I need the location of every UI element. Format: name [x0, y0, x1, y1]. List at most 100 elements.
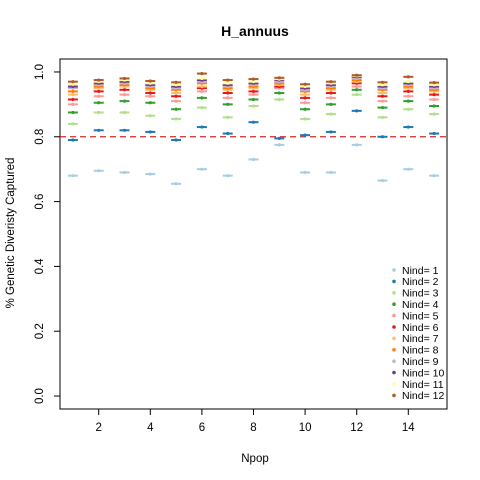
- y-tick-label: 0.8: [34, 129, 46, 145]
- data-point-dot: [329, 170, 333, 175]
- data-point-dot: [97, 110, 101, 115]
- data-point-dot: [122, 93, 127, 97]
- data-point-dot: [406, 99, 410, 103]
- data-point-dot: [251, 97, 256, 102]
- data-point-dot: [277, 91, 281, 95]
- data-point-dot: [71, 80, 75, 84]
- data-point-dot: [148, 94, 152, 98]
- data-point-dot: [122, 128, 127, 132]
- data-point-dot: [148, 91, 152, 95]
- data-point-dot: [174, 91, 178, 95]
- data-point-dot: [380, 115, 385, 119]
- data-point-dot: [226, 131, 230, 136]
- data-point-dot: [174, 80, 178, 84]
- data-point-dot: [251, 77, 256, 81]
- legend-marker: [392, 325, 396, 329]
- data-point-dot: [71, 93, 75, 97]
- data-point-dot: [226, 174, 230, 178]
- data-point-dot: [148, 101, 152, 105]
- data-point-dot: [174, 99, 178, 103]
- data-point-dot: [432, 112, 436, 116]
- data-point-dot: [174, 94, 178, 98]
- data-point-dot: [148, 172, 152, 176]
- data-point-dot: [200, 89, 204, 94]
- data-point-dot: [432, 97, 436, 102]
- data-point-dot: [122, 170, 127, 175]
- data-point-dot: [148, 79, 152, 83]
- data-point-dot: [97, 89, 101, 94]
- data-point-dot: [97, 94, 101, 98]
- data-point-dot: [380, 106, 385, 110]
- data-point-dot: [174, 138, 178, 142]
- data-point-dot: [200, 84, 204, 89]
- data-point-dot: [148, 114, 152, 118]
- data-point-dot: [251, 157, 256, 162]
- data-point-dot: [200, 76, 204, 81]
- data-point-dot: [355, 73, 359, 77]
- x-axis-title: Npop: [241, 453, 269, 465]
- data-point-dot: [174, 107, 178, 111]
- data-point-dot: [303, 117, 307, 121]
- legend-marker: [392, 302, 396, 307]
- legend-label: Nind= 12: [402, 390, 444, 402]
- legend-label: Nind= 11: [402, 379, 444, 391]
- data-point-dot: [71, 97, 75, 102]
- legend-marker: [392, 279, 396, 284]
- legend-label: Nind= 5: [402, 310, 439, 322]
- data-point-dot: [406, 94, 410, 98]
- legend-marker: [392, 291, 396, 295]
- legend-marker: [392, 336, 396, 341]
- data-point-dot: [226, 102, 230, 106]
- data-point-dot: [329, 96, 333, 100]
- chart-title: H_annuus: [221, 23, 289, 39]
- data-point-dot: [406, 167, 410, 171]
- data-point-dot: [200, 125, 204, 129]
- data-point-dot: [97, 169, 101, 173]
- data-point-dot: [71, 82, 75, 86]
- legend-marker: [392, 382, 396, 386]
- data-point-dot: [406, 80, 410, 84]
- data-point-dot: [329, 80, 333, 84]
- data-point-dot: [432, 83, 436, 87]
- legend-label: Nind= 6: [402, 322, 439, 334]
- data-point-dot: [97, 128, 101, 132]
- data-point-dot: [200, 71, 204, 76]
- y-tick-label: 0.4: [34, 258, 46, 275]
- x-tick-label: 4: [147, 422, 154, 434]
- data-point-dot: [380, 83, 385, 87]
- data-point-dot: [71, 174, 75, 178]
- data-point-dot: [406, 75, 410, 79]
- data-point-dot: [122, 76, 127, 81]
- plot-frame: [59, 58, 448, 410]
- x-tick-label: 10: [299, 422, 312, 434]
- data-point-dot: [251, 80, 256, 84]
- data-point-dot: [226, 115, 230, 119]
- data-point-dot: [148, 81, 152, 85]
- legend-marker: [392, 348, 396, 352]
- y-tick-label: 0.6: [34, 194, 46, 210]
- data-point-dot: [380, 99, 385, 103]
- data-point-dot: [303, 101, 307, 105]
- data-point-dot: [71, 84, 75, 89]
- data-point-dot: [122, 110, 127, 115]
- data-point-dot: [277, 97, 281, 102]
- data-point-dot: [226, 81, 230, 85]
- data-point-dot: [329, 91, 333, 95]
- data-point-dot: [122, 88, 127, 92]
- data-point-dot: [406, 107, 410, 111]
- data-point-dot: [329, 130, 333, 134]
- data-point-dot: [71, 138, 75, 142]
- legend-label: Nind= 3: [402, 288, 439, 300]
- data-point-dot: [303, 82, 307, 86]
- data-point-dot: [432, 81, 436, 85]
- data-point-dot: [97, 78, 101, 82]
- y-tick-label: 0.2: [34, 323, 46, 339]
- data-point-dot: [148, 130, 152, 134]
- data-point-dot: [97, 101, 101, 105]
- data-point-dot: [71, 122, 75, 126]
- data-point-dot: [406, 89, 410, 94]
- data-point-dot: [355, 88, 359, 92]
- data-point-dot: [174, 117, 178, 121]
- legend-marker: [392, 359, 396, 364]
- legend-label: Nind= 2: [402, 276, 439, 288]
